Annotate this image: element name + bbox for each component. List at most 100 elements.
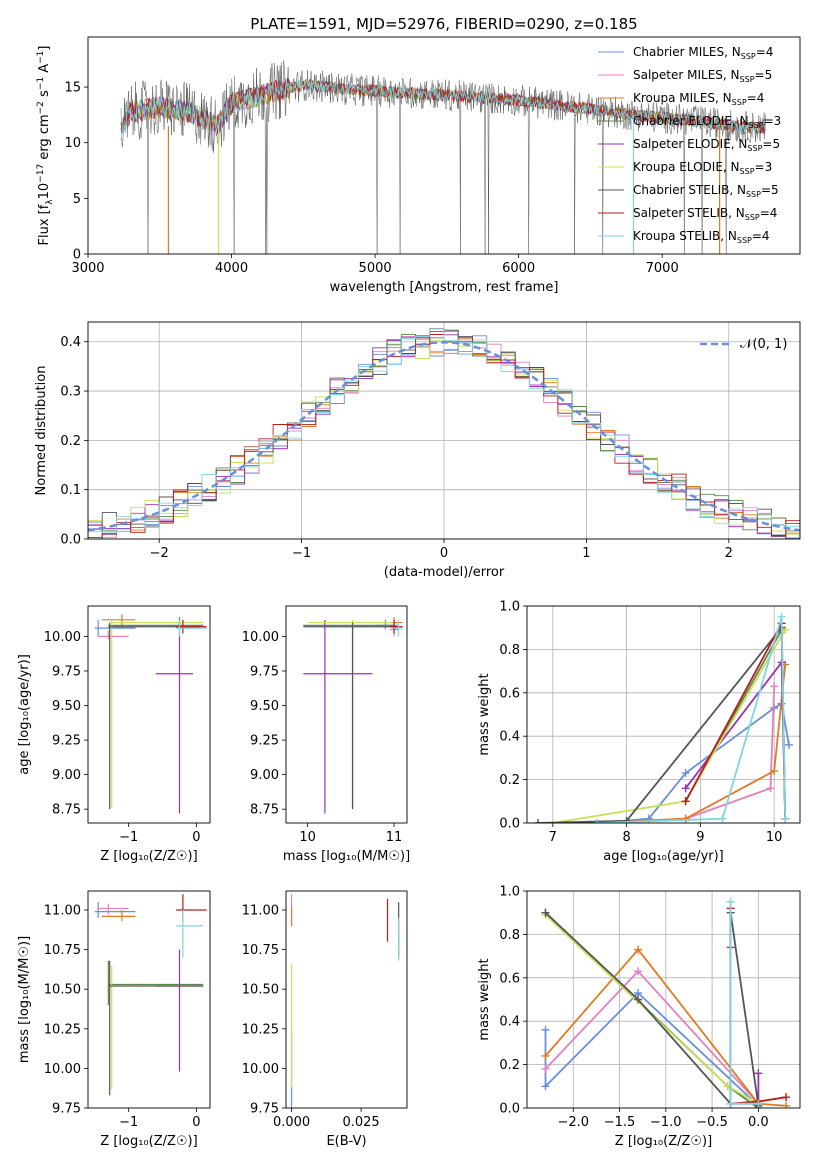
x-tick-label: 0 xyxy=(440,546,448,561)
weight-marker xyxy=(634,995,643,1004)
y-tick-label: 10.50 xyxy=(242,983,279,998)
y-tick-label: 8.75 xyxy=(250,803,279,818)
age-vs-mass-panel: 10 11 8.75 9.00 9.25 9.50 9.75 10.00 mass [log₁₀… xyxy=(242,605,410,864)
mass-vs-metallicity-panel: −1 0 9.75 10.00 10.25 10.50 10.75 11.00 Z [log₁₀… xyxy=(17,890,211,1149)
x-tick-label: 5000 xyxy=(359,261,392,276)
x-tick-label: 10 xyxy=(299,830,316,845)
y-axis-label: mass [log₁₀(M/M☉)] xyxy=(17,936,32,1063)
weight-marker xyxy=(770,682,779,691)
legend-sub: SSP xyxy=(740,167,755,176)
y-tick-label: 9.25 xyxy=(250,734,279,749)
y-axis-label: Normed distribution xyxy=(34,366,49,496)
weight-marker xyxy=(681,814,690,823)
axes-frame xyxy=(87,321,801,540)
x-tick-label: −2.0 xyxy=(557,1115,589,1130)
legend-n: =5 xyxy=(762,137,780,151)
y-tick-label: 10.00 xyxy=(242,630,279,645)
y-label-part: s xyxy=(37,90,52,101)
y-tick-label: 11.00 xyxy=(242,904,279,919)
y-tick-label: 9.75 xyxy=(52,1102,81,1117)
axes-frame xyxy=(526,890,801,1109)
y-tick-label: 10.25 xyxy=(242,1022,279,1037)
y-tick-label: 10 xyxy=(64,136,81,151)
legend-label: Salpeter MILES, NSSP=5 xyxy=(633,68,772,84)
legend-label: Salpeter ELODIE, NSSP=5 xyxy=(633,137,780,153)
y-tick-label: 0.0 xyxy=(499,1102,520,1117)
axes-frame xyxy=(526,605,801,824)
y-tick-label: 9.75 xyxy=(250,664,279,679)
y-axis-label: age [log₁₀(age/yr)] xyxy=(17,654,32,775)
y-tick-label: 0.4 xyxy=(499,1015,520,1030)
axes-frame xyxy=(285,605,408,824)
age-vs-metallicity-panel: −1 0 8.75 9.00 9.25 9.50 9.75 10.00 Z [log₁₀(Z/Z… xyxy=(17,605,211,864)
x-tick-label: 3000 xyxy=(71,261,104,276)
y-tick-label: 0.8 xyxy=(499,643,520,658)
histogram-kroupa-stelib xyxy=(88,328,800,536)
y-tick-label: 10.75 xyxy=(242,943,279,958)
y-axis-label: Flux [fλ10−17 erg cm−2 s−1 A−1] xyxy=(36,46,55,246)
y-label-part: erg cm xyxy=(37,114,52,163)
spectrum-kroupa-stelib xyxy=(120,78,766,140)
weight-marker xyxy=(681,769,690,778)
x-tick-label: 0 xyxy=(192,1115,200,1130)
errorbars xyxy=(290,894,400,1108)
x-tick-label: 8 xyxy=(622,830,630,845)
y-tick-label: 5 xyxy=(73,192,81,207)
y-tick-label: 15 xyxy=(64,81,81,96)
weight-marker xyxy=(726,897,735,906)
legend-n: =4 xyxy=(752,229,770,243)
weight-marker xyxy=(541,1025,550,1034)
x-tick-label: 0.025 xyxy=(342,1115,379,1130)
errorbars xyxy=(94,894,207,1096)
x-tick-label: 7000 xyxy=(646,261,679,276)
x-tick-label: −1.0 xyxy=(650,1115,682,1130)
weight-marker xyxy=(681,797,690,806)
y-tick-label: 1.0 xyxy=(499,885,520,900)
y-tick-label: 0.6 xyxy=(499,971,520,986)
legend-text: Chabrier MILES, N xyxy=(633,45,741,59)
y-tick-label: 0.3 xyxy=(60,385,81,400)
y-tick-label: 9.75 xyxy=(250,1102,279,1117)
weight-line-kroupa-stelib xyxy=(597,616,787,823)
weight-marker xyxy=(634,945,643,954)
y-tick-label: 11.00 xyxy=(44,904,81,919)
x-tick-label: 1 xyxy=(582,546,590,561)
weight-line-kroupa-miles xyxy=(597,664,787,823)
weight-marker xyxy=(782,1101,791,1108)
y-tick-label: 0.2 xyxy=(499,1058,520,1073)
y-tick-label: 0.0 xyxy=(60,533,81,548)
legend-text: Kroupa STELIB, N xyxy=(633,229,737,243)
y-tick-label: 10.75 xyxy=(44,943,81,958)
legend-n: =3 xyxy=(764,114,782,128)
weight-marker xyxy=(781,814,790,823)
y-tick-label: 9.75 xyxy=(52,664,81,679)
axes-frame xyxy=(87,605,211,824)
legend-label: Chabrier MILES, NSSP=4 xyxy=(633,45,773,61)
weight-line-chabrier-miles xyxy=(544,991,760,1107)
y-label-part: −2 xyxy=(36,101,46,114)
y-tick-label: 9.00 xyxy=(250,768,279,783)
legend-sub: SSP xyxy=(740,75,755,84)
x-axis-label: Z [log₁₀(Z/Z☉)] xyxy=(100,1134,197,1149)
x-tick-label: 11 xyxy=(386,830,403,845)
x-tick-label: 6000 xyxy=(502,261,535,276)
y-tick-label: 8.75 xyxy=(52,803,81,818)
y-label-part: −1 xyxy=(36,51,46,64)
weight-marker xyxy=(541,1051,550,1060)
x-tick-label: 2 xyxy=(725,546,733,561)
y-tick-label: 10.50 xyxy=(44,983,81,998)
legend-sub: SSP xyxy=(746,190,761,199)
weight-marker xyxy=(548,819,557,823)
x-tick-label: 7 xyxy=(549,830,557,845)
legend-text: Kroupa MILES, N xyxy=(633,91,732,105)
y-tick-label: 10.00 xyxy=(44,630,81,645)
weight-lines xyxy=(534,612,793,823)
weight-marker xyxy=(534,819,543,823)
y-label-part: ] xyxy=(37,46,52,51)
weight-marker xyxy=(754,1069,763,1078)
legend-text: Kroupa ELODIE, N xyxy=(633,160,740,174)
legend-sub: SSP xyxy=(749,121,764,130)
y-label-part: A xyxy=(37,64,52,77)
x-axis-label: wavelength [Angstrom, rest frame] xyxy=(330,280,559,295)
